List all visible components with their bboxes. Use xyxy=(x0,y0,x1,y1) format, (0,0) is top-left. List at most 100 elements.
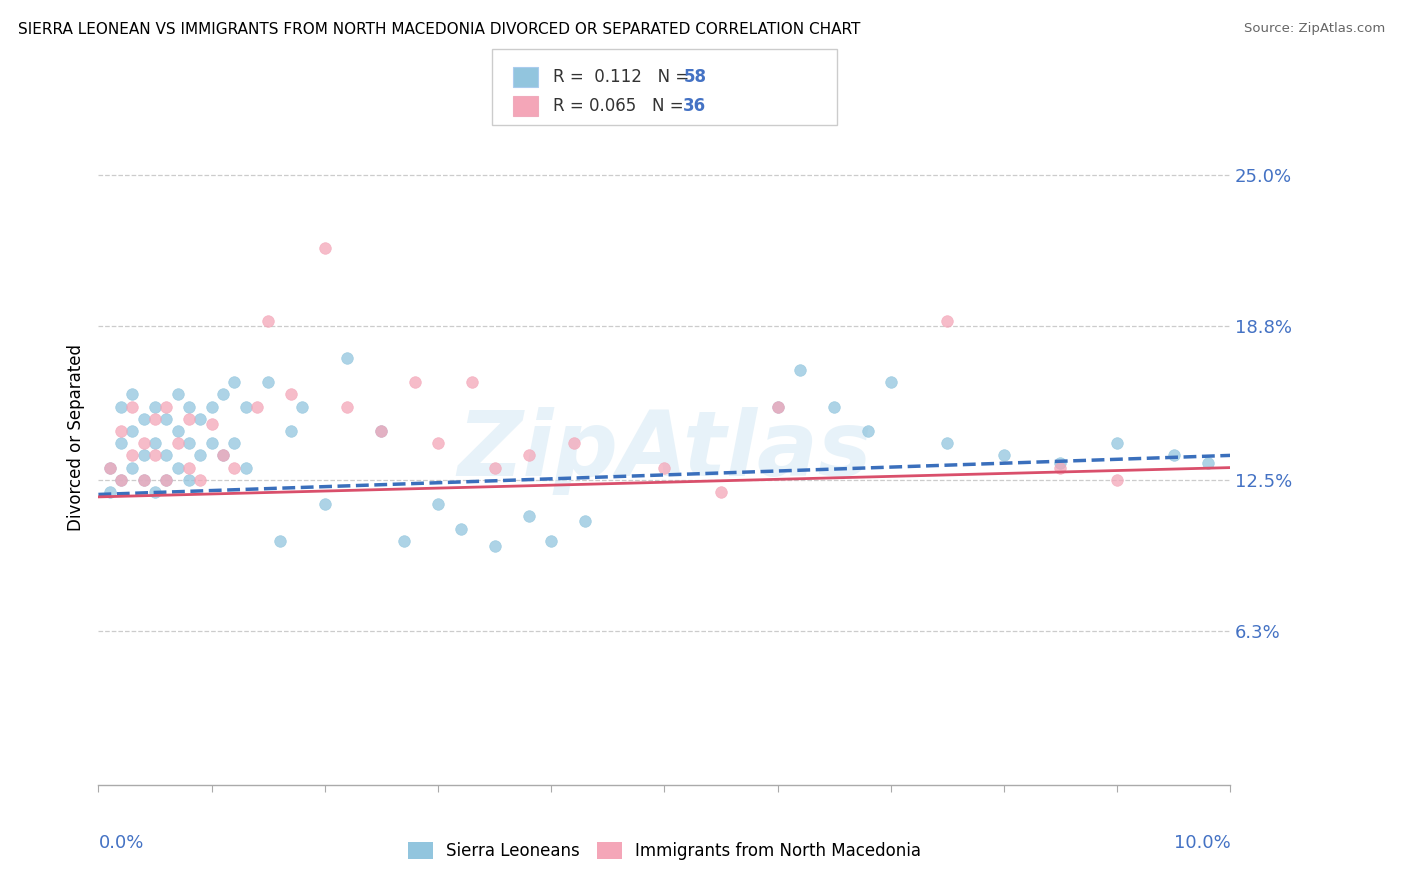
Point xyxy=(766,400,789,414)
Point xyxy=(461,375,484,389)
Text: 10.0%: 10.0% xyxy=(1174,834,1230,852)
Point xyxy=(132,449,155,463)
Point xyxy=(450,522,472,536)
Point xyxy=(155,400,177,414)
Point xyxy=(224,436,246,450)
Point xyxy=(336,351,359,365)
Point xyxy=(1049,456,1071,470)
Text: R =  0.112   N =: R = 0.112 N = xyxy=(553,68,695,86)
Point xyxy=(993,449,1015,463)
Text: 58: 58 xyxy=(683,68,706,86)
Text: Source: ZipAtlas.com: Source: ZipAtlas.com xyxy=(1244,22,1385,36)
Point xyxy=(110,436,132,450)
Text: 36: 36 xyxy=(683,96,706,115)
Point xyxy=(517,509,540,524)
Legend: Sierra Leoneans, Immigrants from North Macedonia: Sierra Leoneans, Immigrants from North M… xyxy=(401,836,928,867)
Point xyxy=(121,460,143,475)
Point xyxy=(166,460,188,475)
Point xyxy=(201,436,224,450)
Point xyxy=(224,375,246,389)
Point xyxy=(166,387,188,401)
Point xyxy=(257,375,280,389)
Y-axis label: Divorced or Separated: Divorced or Separated xyxy=(66,343,84,531)
Point xyxy=(110,424,132,438)
Point xyxy=(166,424,188,438)
Point xyxy=(177,473,200,487)
Text: R = 0.065   N =: R = 0.065 N = xyxy=(553,96,689,115)
Point xyxy=(269,533,291,548)
Point xyxy=(652,460,676,475)
Point xyxy=(121,424,143,438)
Point xyxy=(574,514,596,528)
Point xyxy=(936,314,959,328)
Point xyxy=(132,411,155,425)
Point xyxy=(1107,473,1129,487)
Point xyxy=(314,497,336,511)
Point xyxy=(562,436,585,450)
Point xyxy=(314,241,336,255)
Point xyxy=(143,449,166,463)
Point xyxy=(110,473,132,487)
Point xyxy=(188,473,211,487)
Point xyxy=(856,424,879,438)
Point xyxy=(201,417,224,431)
Point xyxy=(484,539,506,553)
Point xyxy=(224,460,246,475)
Point xyxy=(392,533,415,548)
Text: ZipAtlas: ZipAtlas xyxy=(457,407,872,495)
Point xyxy=(540,533,562,548)
Point xyxy=(212,449,235,463)
Point xyxy=(880,375,903,389)
Point xyxy=(280,424,302,438)
Point xyxy=(246,400,269,414)
Point xyxy=(1163,449,1185,463)
Point xyxy=(201,400,224,414)
Point xyxy=(188,449,211,463)
Point xyxy=(143,436,166,450)
Point xyxy=(370,424,392,438)
Point xyxy=(336,400,359,414)
Point xyxy=(484,460,506,475)
Point xyxy=(188,411,211,425)
Point xyxy=(132,473,155,487)
Point xyxy=(370,424,392,438)
Point xyxy=(823,400,845,414)
Point xyxy=(291,400,314,414)
Text: 0.0%: 0.0% xyxy=(98,834,143,852)
Point xyxy=(427,436,450,450)
Point xyxy=(155,473,177,487)
Point xyxy=(766,400,789,414)
Point xyxy=(177,436,200,450)
Point xyxy=(166,436,188,450)
Point xyxy=(1049,460,1071,475)
Point xyxy=(110,400,132,414)
Point xyxy=(936,436,959,450)
Point xyxy=(427,497,450,511)
Point xyxy=(143,485,166,500)
Point xyxy=(155,449,177,463)
Point xyxy=(121,387,143,401)
Point xyxy=(110,473,132,487)
Point xyxy=(132,473,155,487)
Point xyxy=(1197,456,1219,470)
Text: SIERRA LEONEAN VS IMMIGRANTS FROM NORTH MACEDONIA DIVORCED OR SEPARATED CORRELAT: SIERRA LEONEAN VS IMMIGRANTS FROM NORTH … xyxy=(18,22,860,37)
Point xyxy=(155,411,177,425)
Point xyxy=(143,411,166,425)
Point xyxy=(710,485,733,500)
Point xyxy=(235,400,257,414)
Point xyxy=(212,449,235,463)
Point xyxy=(132,436,155,450)
Point xyxy=(177,460,200,475)
Point xyxy=(517,449,540,463)
Point xyxy=(143,400,166,414)
Point xyxy=(121,400,143,414)
Point xyxy=(155,473,177,487)
Point xyxy=(98,460,121,475)
Point xyxy=(177,400,200,414)
Point xyxy=(98,485,121,500)
Point xyxy=(404,375,426,389)
Point xyxy=(1107,436,1129,450)
Point xyxy=(257,314,280,328)
Point xyxy=(235,460,257,475)
Point xyxy=(121,449,143,463)
